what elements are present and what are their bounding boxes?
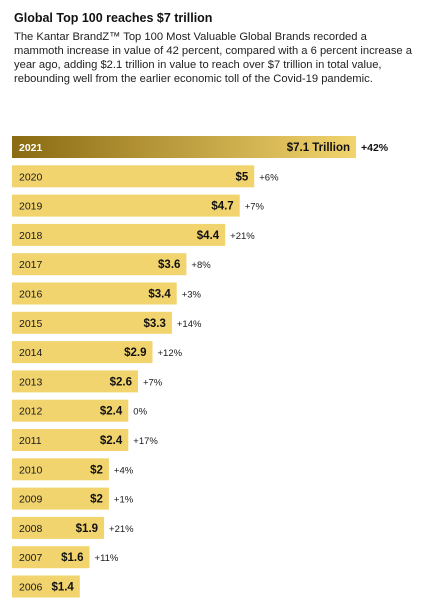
bar-2014 xyxy=(12,341,153,364)
value-label-2011: $2.4 xyxy=(100,435,123,447)
value-label-2018: $4.4 xyxy=(197,230,220,242)
year-label-2018: 2018 xyxy=(19,230,43,242)
value-label-2021: $7.1 Trillion xyxy=(287,142,350,154)
change-label-2021: +42% xyxy=(361,142,389,154)
change-label-2016: +3% xyxy=(182,290,202,301)
year-label-2011: 2011 xyxy=(19,435,42,447)
year-label-2008: 2008 xyxy=(19,523,43,535)
bar-2009 xyxy=(12,487,109,510)
year-label-2021: 2021 xyxy=(19,142,43,154)
year-label-2007: 2007 xyxy=(19,552,43,564)
bar-2018 xyxy=(12,223,226,246)
change-label-2014: +12% xyxy=(158,348,183,359)
bar-2019 xyxy=(12,194,240,217)
change-label-2017: +8% xyxy=(191,260,211,271)
value-label-2012: $2.4 xyxy=(100,406,123,418)
change-label-2009: +1% xyxy=(114,495,134,506)
bar-2010 xyxy=(12,458,109,481)
intro-paragraph: The Kantar BrandZ™ Top 100 Most Valuable… xyxy=(14,31,412,85)
change-label-2018: +21% xyxy=(230,231,255,242)
bar-2016 xyxy=(12,282,177,305)
change-label-2013: +7% xyxy=(143,377,163,388)
bar-2013 xyxy=(12,370,138,393)
year-label-2019: 2019 xyxy=(19,201,43,213)
value-label-2016: $3.4 xyxy=(148,289,171,301)
value-label-2020: $5 xyxy=(235,171,248,183)
year-label-2009: 2009 xyxy=(19,494,43,506)
value-label-2007: $1.6 xyxy=(61,552,83,564)
change-label-2011: +17% xyxy=(133,436,158,447)
value-label-2017: $3.6 xyxy=(158,259,180,271)
year-label-2010: 2010 xyxy=(19,464,43,476)
bar-2007 xyxy=(12,546,90,569)
value-label-2010: $2 xyxy=(90,464,103,476)
value-label-2008: $1.9 xyxy=(76,523,98,535)
bar-2006 xyxy=(12,575,80,598)
value-label-2014: $2.9 xyxy=(124,347,146,359)
year-label-2016: 2016 xyxy=(19,289,43,301)
year-label-2013: 2013 xyxy=(19,376,43,388)
value-label-2006: $1.4 xyxy=(51,582,74,594)
change-label-2010: +4% xyxy=(114,465,134,476)
value-label-2015: $3.3 xyxy=(143,318,165,330)
year-label-2012: 2012 xyxy=(19,406,43,418)
bar-2012 xyxy=(12,399,129,422)
bar-2021 xyxy=(12,136,356,158)
change-label-2012: 0% xyxy=(133,407,147,418)
bar-2020 xyxy=(12,165,255,188)
year-label-2006: 2006 xyxy=(19,582,43,594)
year-label-2015: 2015 xyxy=(19,318,43,330)
change-label-2008: +21% xyxy=(109,524,134,535)
change-label-2020: +6% xyxy=(259,172,279,183)
year-label-2020: 2020 xyxy=(19,171,43,183)
bar-2011 xyxy=(12,429,129,451)
year-label-2014: 2014 xyxy=(19,347,43,359)
value-label-2013: $2.6 xyxy=(110,376,132,388)
change-label-2019: +7% xyxy=(245,202,265,213)
bar-2017 xyxy=(12,253,187,276)
bar-2015 xyxy=(12,311,172,334)
value-label-2009: $2 xyxy=(90,494,103,506)
change-label-2015: +14% xyxy=(177,319,202,330)
value-label-2019: $4.7 xyxy=(211,201,233,213)
year-label-2017: 2017 xyxy=(19,259,43,271)
change-label-2007: +11% xyxy=(95,553,119,564)
bar-2008 xyxy=(12,516,105,539)
chart-title: Global Top 100 reaches $7 trillion xyxy=(14,11,213,25)
